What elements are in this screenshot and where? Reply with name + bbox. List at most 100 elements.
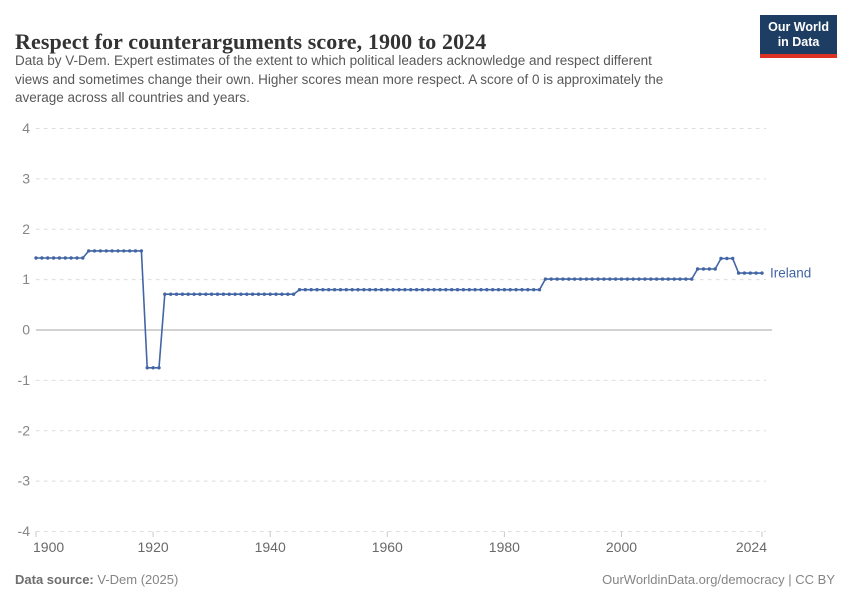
x-axis-tick-label: 1940 [255,539,286,555]
data-point [40,256,44,260]
data-point [684,277,688,281]
data-point [567,277,571,281]
data-point [63,256,67,260]
license-link[interactable]: OurWorldinData.org/democracy | CC BY [602,571,835,587]
x-axis-tick-label: 1920 [138,539,169,555]
subtitle-line: Data by V-Dem. Expert estimates of the e… [15,53,652,68]
data-point [157,366,161,370]
y-axis-tick-label: -1 [18,372,31,388]
data-point [520,288,524,292]
owid-logo[interactable]: Our World in Data [760,15,837,58]
data-point [426,288,430,292]
x-axis-tick-label: 1900 [33,539,64,555]
chart-footer: Data source: V-Dem (2025) OurWorldinData… [15,568,835,590]
data-point [526,288,530,292]
data-point [128,249,132,253]
data-point [496,288,501,292]
data-point [461,288,466,292]
data-point [420,288,425,292]
data-point [133,249,138,253]
owid-logo-line2: in Data [777,35,820,49]
data-point [473,288,477,292]
data-point [690,277,694,281]
data-point [338,288,343,292]
data-point [75,256,79,260]
data-point [239,292,243,296]
data-source-label: Data source: [15,571,94,587]
data-point [139,249,144,253]
data-point [754,271,758,275]
data-point [356,288,360,292]
data-point [537,288,542,292]
data-point [204,292,208,296]
data-point [514,288,518,292]
data-point [57,256,62,260]
data-point [444,288,448,292]
series-line-ireland [36,250,762,369]
line-chart-canvas[interactable]: -4 -3 -2 -1 0 1 2 3 4 1900 1920 1940 1960 1980 2000 202… [0,110,850,565]
data-point [303,288,307,292]
data-point [760,271,764,275]
data-point [414,288,419,292]
data-point [678,277,682,281]
data-point [192,292,196,296]
chart-title: Respect for counterarguments score, 1900… [15,28,487,54]
data-point [742,271,747,275]
data-point [643,277,647,281]
data-point [215,292,220,296]
data-source-value: V-Dem (2025) [93,571,179,587]
data-point [625,277,629,281]
y-axis-tick-label: -2 [18,422,31,438]
y-axis-tick-label: 3 [22,170,30,186]
data-point [403,288,407,292]
data-point [397,288,401,292]
data-point [69,256,73,260]
data-point [666,277,670,281]
data-point [34,256,38,260]
data-point [87,249,91,253]
data-point [145,366,149,370]
data-point [578,277,583,281]
data-point [46,256,50,260]
x-axis-tick-label: 2024 [736,539,767,555]
data-point [116,249,120,253]
data-point [619,277,624,281]
data-point [321,288,325,292]
data-point [572,277,577,281]
data-point [104,249,109,253]
data-point [485,288,489,292]
data-point [291,292,296,296]
data-point [455,288,460,292]
x-axis-tick-label: 2000 [606,539,637,555]
data-point [169,292,173,296]
data-point [250,292,255,296]
data-point [92,249,97,253]
x-axis-tick-label: 1960 [372,539,403,555]
data-point [362,288,366,292]
data-point [637,277,641,281]
owid-logo-line1: Our World [768,20,829,34]
data-point [707,267,711,271]
data-point [532,288,536,292]
data-point [584,277,589,281]
data-point [731,256,735,261]
data-point [373,288,378,292]
chart-subtitle: Data by V-Dem. Expert estimates of the e… [15,52,760,108]
data-point [379,288,384,292]
data-point [81,256,85,260]
data-point [508,288,512,292]
data-point [110,249,114,253]
data-point [596,277,600,281]
x-axis-tick-label: 1980 [489,539,520,555]
data-point [391,288,395,292]
data-point [660,277,665,281]
data-point [613,277,618,281]
y-axis-tick-label: 4 [22,120,30,136]
data-point [227,292,231,296]
data-point [561,277,565,281]
data-point [268,292,272,296]
subtitle-line: views and sometimes change their own. Hi… [15,71,664,87]
data-point [654,277,659,281]
data-point [332,288,337,292]
